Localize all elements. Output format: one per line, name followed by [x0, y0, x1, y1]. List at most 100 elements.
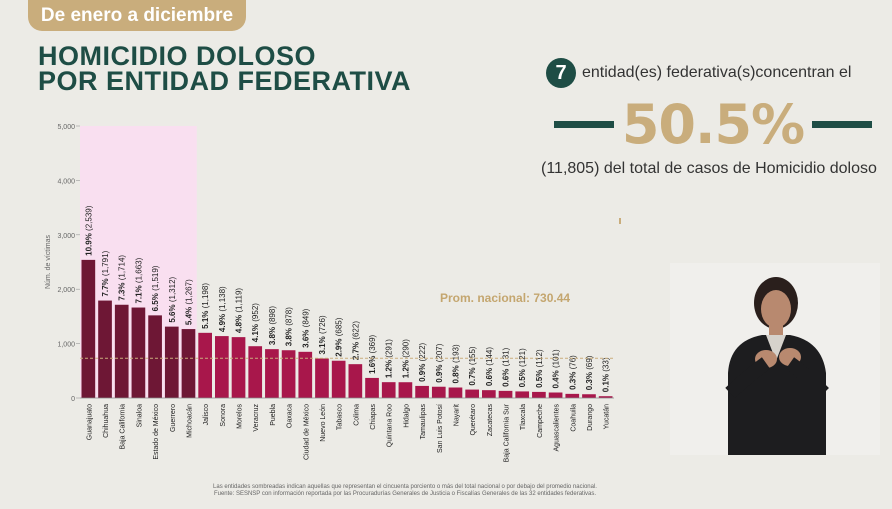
bar	[164, 326, 179, 398]
summary-detail: (11,805) del total de casos de Homicidio…	[541, 160, 877, 177]
data-label: 1.6% (369)	[368, 334, 377, 373]
data-label: 1.2% (290)	[401, 339, 410, 378]
title-line-1: HOMICIDIO DOLOSO	[38, 41, 316, 71]
data-label: 3.8% (878)	[285, 307, 294, 346]
percentage-row: 50.5%	[554, 92, 872, 156]
bar	[482, 390, 496, 398]
source-note-line-2: Fuente: SESNSP con información reportada…	[213, 491, 597, 497]
category-label: Tlaxcala	[520, 404, 527, 430]
category-label: Oaxaca	[287, 404, 294, 428]
bar	[365, 377, 379, 398]
bar	[515, 391, 530, 398]
interpreter-figure	[725, 277, 829, 455]
category-label: Sonora	[220, 404, 227, 427]
bar	[582, 394, 596, 398]
data-label: 7.1% (1,663)	[134, 257, 143, 303]
y-tick-label: 2,000	[57, 287, 75, 294]
bar	[81, 259, 96, 398]
bar	[231, 337, 246, 398]
bar	[565, 393, 580, 398]
data-label: 4.9% (1,138)	[218, 286, 227, 332]
data-label: 0.3% (76)	[568, 355, 577, 390]
category-label: Baja California Sur	[504, 403, 511, 462]
left-accent-bar	[554, 120, 614, 128]
y-tick-label: 4,000	[57, 178, 75, 185]
bar	[398, 382, 413, 398]
bar	[448, 387, 463, 398]
category-label: Guanajuato	[86, 404, 93, 440]
count-value: 7	[555, 61, 567, 84]
source-note-line-1: Las entidades sombreadas indican aquella…	[213, 484, 597, 490]
category-label: Chiapas	[370, 404, 377, 430]
bar	[415, 385, 429, 398]
bar	[148, 315, 162, 398]
category-label: San Luis Potosí	[437, 404, 444, 453]
bar	[114, 304, 129, 398]
data-label: 0.7% (155)	[468, 346, 477, 385]
title-line-2: POR ENTIDAD FEDERATIVA	[38, 66, 412, 96]
bar	[431, 386, 446, 398]
data-label: 5.6% (1,312)	[168, 276, 177, 322]
category-label: Coahuila	[570, 404, 577, 432]
category-label: Colima	[353, 404, 360, 426]
page-title: HOMICIDIO DOLOSO POR ENTIDAD FEDERATIVA	[38, 41, 412, 96]
category-label: Zacatecas	[487, 404, 494, 437]
bar	[248, 346, 263, 398]
category-label: Tamaulipas	[420, 404, 427, 440]
bar	[331, 360, 346, 398]
bar	[315, 358, 329, 398]
category-label: Jalisco	[203, 404, 210, 426]
category-label: Durango	[587, 404, 594, 431]
bar	[548, 392, 563, 398]
category-label: Ciudad de México	[303, 404, 310, 460]
bar	[198, 332, 212, 398]
data-label: 5.4% (1,267)	[184, 279, 193, 325]
average-label: Prom. nacional: 730.44	[440, 291, 570, 305]
bar	[281, 350, 296, 398]
category-label: Guerrero	[170, 404, 177, 432]
category-label: Veracruz	[253, 404, 260, 432]
sign-language-interpreter-video	[670, 263, 880, 455]
bar	[265, 349, 279, 398]
data-label: 7.7% (1,791)	[101, 250, 110, 296]
data-label: 4.8% (1,119)	[235, 288, 244, 334]
bar	[381, 382, 396, 398]
bar	[598, 396, 613, 398]
y-tick-label: 1,000	[57, 342, 75, 349]
bar	[98, 300, 112, 398]
y-axis-label: Núm. de víctimas	[45, 234, 52, 289]
summary-count-line: 7 entidad(es) federativa(s)concentran el	[546, 58, 851, 88]
data-label: 3.8% (898)	[268, 306, 277, 345]
data-label: 3.1% (726)	[318, 315, 327, 354]
count-circle: 7	[546, 58, 576, 88]
bar	[348, 364, 363, 398]
category-label: Morelos	[237, 404, 244, 429]
bar	[181, 329, 196, 398]
data-label: 4.1% (952)	[251, 303, 260, 342]
data-label: 5.1% (1,198)	[201, 283, 210, 329]
period-badge: De enero a diciembre	[28, 0, 246, 31]
category-label: Puebla	[270, 404, 277, 426]
data-label: 0.3% (69)	[585, 355, 594, 390]
period-label: De enero a diciembre	[40, 4, 234, 26]
category-label: Yucatán	[604, 404, 611, 429]
data-label: 0.6% (144)	[485, 347, 494, 386]
category-label: Quintana Roo	[387, 404, 394, 447]
category-label: Tabasco	[337, 404, 344, 430]
data-label: 0.5% (121)	[518, 348, 527, 387]
category-label: Michoacán	[186, 404, 193, 438]
category-label: Querétaro	[470, 404, 477, 436]
data-label: 6.5% (1,519)	[151, 265, 160, 311]
bar	[532, 391, 546, 398]
category-label: Nayarit	[453, 404, 460, 426]
bar	[215, 336, 229, 398]
y-tick-label: 3,000	[57, 233, 75, 240]
data-label: 0.9% (222)	[418, 342, 427, 381]
data-label: 7.3% (1,714)	[118, 255, 127, 301]
data-label: 3.6% (849)	[301, 308, 310, 347]
decorative-tick	[619, 218, 621, 224]
category-label: Nuevo León	[320, 404, 327, 442]
source-note: Las entidades sombreadas indican aquella…	[180, 484, 630, 498]
bar	[131, 307, 146, 398]
